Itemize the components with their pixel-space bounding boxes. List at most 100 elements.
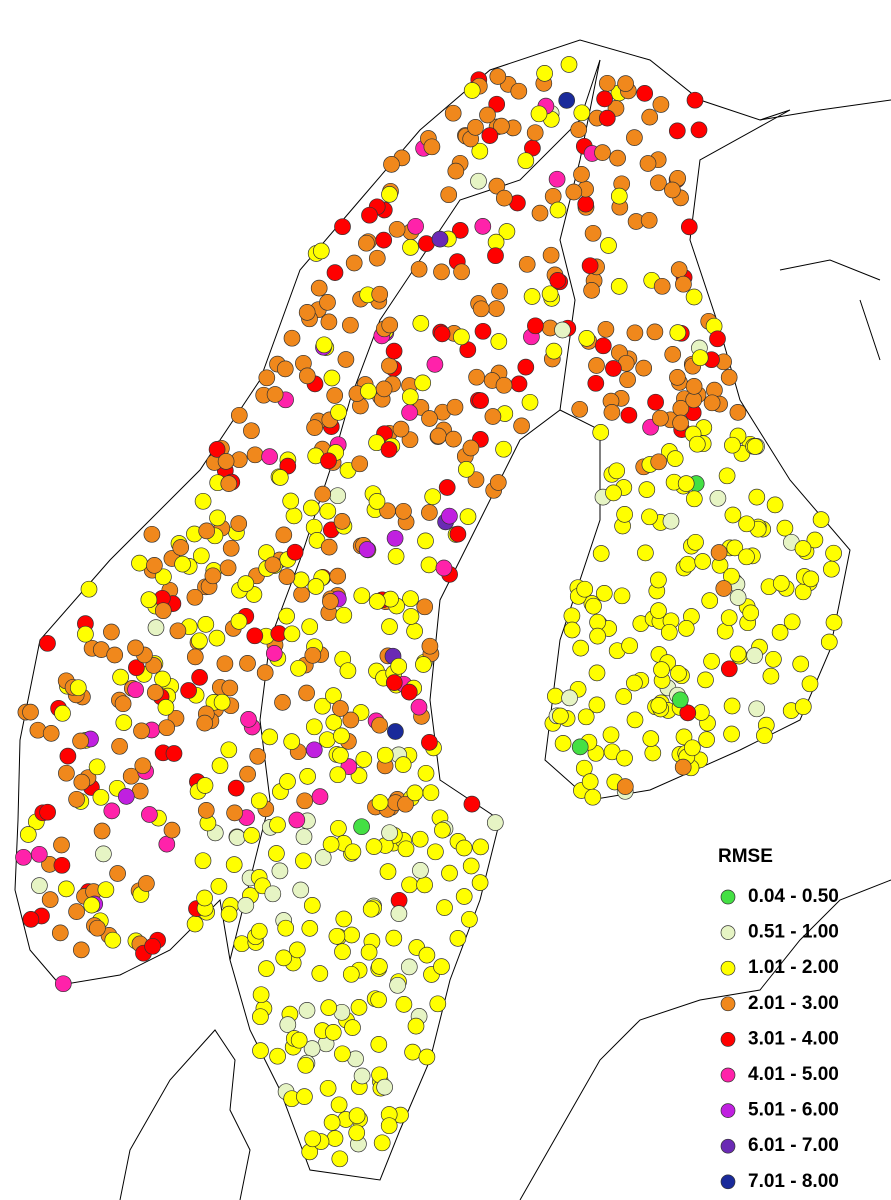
station-dot (765, 650, 782, 668)
station-dot (320, 538, 338, 556)
station-dot (729, 645, 747, 663)
station-dot (440, 186, 458, 204)
station-dot (423, 138, 441, 156)
station-dot (196, 714, 214, 732)
station-dot (488, 300, 505, 317)
station-dot (342, 965, 360, 983)
station-dot (368, 493, 386, 510)
station-dot (381, 186, 398, 203)
station-dot (343, 926, 360, 944)
station-dot (278, 607, 295, 625)
station-dot (642, 730, 660, 747)
station-dot (552, 707, 569, 725)
station-dot (576, 580, 594, 598)
station-dot (637, 544, 654, 562)
station-dot (435, 559, 453, 577)
station-dot (358, 541, 376, 558)
station-dot (330, 1096, 348, 1114)
station-dot (373, 1134, 391, 1152)
station-dot (410, 698, 428, 716)
station-dot (510, 82, 528, 100)
station-dot (158, 719, 176, 737)
station-dot (486, 814, 504, 831)
station-dot (261, 448, 278, 465)
station-dot (431, 230, 449, 248)
station-dot (548, 170, 566, 188)
station-dot (283, 625, 301, 643)
station-dot (584, 224, 602, 242)
station-dot (479, 106, 496, 124)
station-dot (68, 790, 85, 808)
station-dot (660, 623, 678, 641)
station-dot (51, 924, 69, 942)
legend-label: 0.51 - 1.00 (748, 922, 839, 943)
station-dot (416, 876, 433, 894)
station-dot (563, 607, 581, 625)
station-dot (615, 688, 633, 705)
station-dot (368, 249, 386, 267)
station-dot (180, 682, 197, 699)
station-dot (208, 629, 226, 647)
station-dot (320, 999, 338, 1016)
station-dot (588, 664, 606, 682)
station-dot (197, 616, 215, 633)
station-dot (653, 661, 670, 678)
station-dot (670, 261, 688, 278)
station-dot (31, 877, 48, 894)
station-dot (269, 1047, 286, 1065)
station-dot (626, 129, 643, 146)
station-dot (455, 888, 473, 905)
station-dot (111, 737, 128, 755)
station-dot (467, 119, 484, 136)
station-dot (402, 590, 419, 608)
station-dot (127, 681, 144, 699)
station-dot (608, 462, 626, 480)
station-dot (639, 155, 657, 172)
station-dot (669, 324, 687, 341)
station-dot (616, 749, 633, 767)
station-dot (641, 108, 659, 126)
station-dot (474, 218, 492, 235)
station-dot (395, 996, 413, 1013)
station-dot (588, 696, 606, 714)
legend-title: RMSE (718, 846, 773, 867)
station-dot (415, 656, 432, 673)
station-dot (598, 74, 616, 92)
station-dot (746, 438, 764, 455)
station-dot (573, 166, 590, 183)
station-dot (619, 371, 636, 389)
station-dot (329, 567, 347, 585)
station-dot (146, 684, 164, 701)
station-dot (436, 899, 453, 916)
station-dot (523, 288, 541, 305)
station-dot (371, 285, 389, 303)
station-dot (495, 189, 513, 207)
station-dot (581, 773, 599, 790)
station-dot (412, 862, 429, 879)
station-dot (806, 531, 824, 549)
station-dot (445, 430, 462, 448)
station-dot (549, 272, 567, 289)
station-dot (794, 698, 812, 716)
station-dot (417, 764, 435, 782)
legend-swatch (720, 996, 736, 1012)
station-dot (297, 1056, 315, 1074)
station-dot (585, 597, 602, 615)
station-dot (554, 735, 572, 752)
station-dot (565, 183, 583, 201)
station-dot (353, 587, 371, 605)
station-dot (57, 880, 75, 898)
station-dot (531, 204, 549, 222)
station-dot (196, 777, 214, 794)
station-dot (210, 877, 228, 895)
station-dot (397, 795, 414, 813)
station-dot (318, 731, 336, 749)
station-dot (703, 652, 720, 670)
station-dot (292, 571, 310, 589)
station-dot (345, 254, 363, 272)
station-dot (823, 560, 840, 578)
legend-label: 0.04 - 0.50 (748, 886, 839, 907)
station-dot (115, 714, 133, 731)
station-dot (650, 453, 668, 471)
station-dot (594, 144, 611, 161)
